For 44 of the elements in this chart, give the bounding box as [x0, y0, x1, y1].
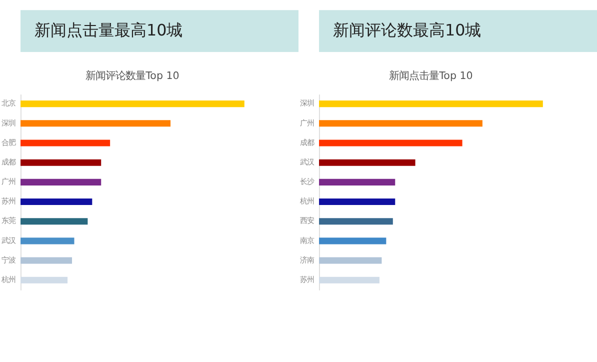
y-tick-label: 武汉 [300, 157, 314, 166]
bar [319, 159, 416, 166]
bar [319, 140, 462, 146]
bar [20, 218, 88, 225]
bar [319, 257, 382, 264]
y-tick-label: 武汉 [1, 236, 16, 245]
bar [20, 120, 171, 127]
bar [20, 276, 68, 284]
chart-subtitle: 新闻点击量Top 10 [389, 70, 473, 82]
y-tick-label: 长沙 [300, 177, 314, 186]
y-tick-label: 杭州 [0, 274, 16, 284]
y-tick-label: 苏州 [1, 196, 16, 206]
y-tick-label: 广州 [300, 118, 314, 128]
y-tick-label: 合肥 [1, 138, 16, 147]
bar [20, 238, 74, 244]
y-tick-label: 苏州 [300, 274, 314, 284]
chart-subtitle: 新闻评论数量Top 10 [86, 70, 180, 82]
bar [20, 257, 72, 264]
bar [319, 218, 393, 225]
y-tick-label: 济南 [300, 255, 314, 264]
y-tick-label: 广州 [1, 177, 16, 186]
y-tick-label: 北京 [1, 98, 16, 108]
bar [20, 178, 102, 186]
chart-title: 新闻评论数最高10城 [333, 20, 482, 40]
y-tick-label: 南京 [300, 236, 314, 245]
bar [20, 100, 244, 108]
chart-title: 新闻点击量最高10城 [34, 20, 183, 40]
y-tick-label: 西安 [300, 216, 314, 226]
bar [319, 238, 386, 244]
y-tick-label: 深圳 [1, 118, 16, 128]
y-tick-label: 宁波 [1, 255, 16, 264]
bar [319, 100, 543, 108]
bar [319, 276, 380, 284]
y-tick-label: 杭州 [298, 196, 314, 206]
bar [319, 120, 482, 127]
y-tick-label: 成都 [1, 157, 16, 166]
y-tick-label: 东莞 [1, 216, 16, 226]
bar [319, 178, 396, 186]
bar [319, 198, 396, 206]
bar [20, 140, 110, 146]
y-tick-label: 深圳 [300, 98, 314, 108]
y-tick-label: 成都 [300, 138, 314, 147]
bar [20, 159, 102, 166]
bar [20, 198, 92, 206]
